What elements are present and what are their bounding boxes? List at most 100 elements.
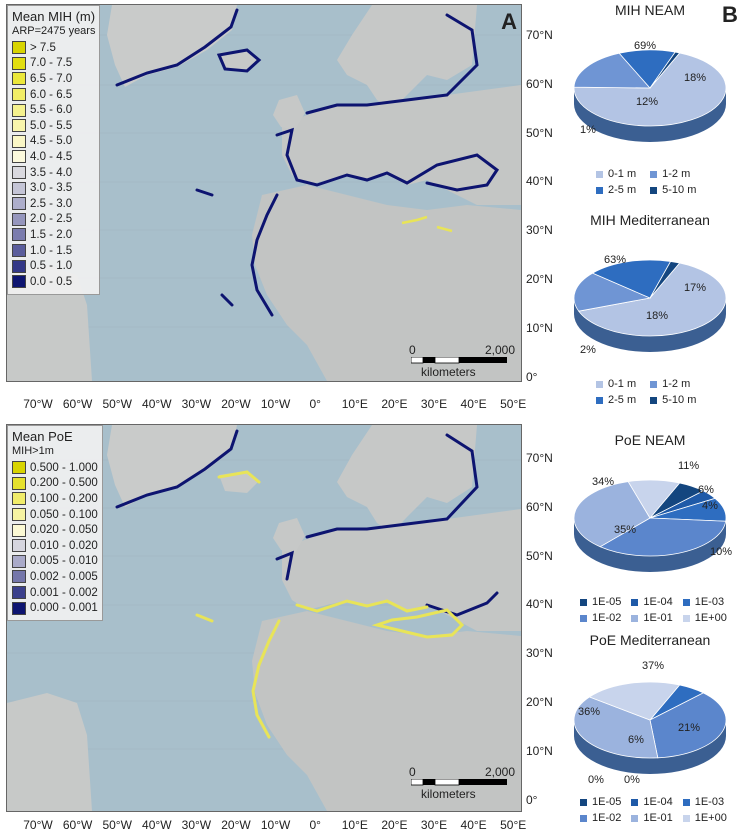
pie-legend-label: 2-5 m bbox=[608, 394, 637, 406]
scale-unit-bottom: kilometers bbox=[421, 787, 476, 801]
legend-label: 7.0 - 7.5 bbox=[30, 57, 73, 70]
scale-unit: kilometers bbox=[421, 365, 476, 379]
legend-label: 6.0 - 6.5 bbox=[30, 88, 73, 101]
pie-data-label: 11% bbox=[678, 460, 700, 472]
pie-legend-item: 1E+00 bbox=[682, 812, 727, 824]
pie-data-label: 37% bbox=[642, 660, 665, 672]
legend-label: 0.0 - 0.5 bbox=[30, 275, 73, 288]
legend-swatch bbox=[12, 570, 26, 584]
latitude-label: 60°N bbox=[526, 499, 553, 514]
legend-item: 0.002 - 0.005 bbox=[12, 569, 98, 585]
legend-label: 1.5 - 2.0 bbox=[30, 228, 73, 241]
pie-chart bbox=[573, 49, 727, 142]
pie-legend-item: 1E-05 bbox=[580, 596, 621, 608]
longitude-label: 30°E bbox=[420, 818, 448, 832]
pie-legend-item: 0-1 m bbox=[596, 168, 636, 180]
legend-swatch bbox=[12, 259, 26, 273]
pie-legend-swatch bbox=[580, 614, 587, 622]
pie-legend-item: 2-5 m bbox=[596, 184, 636, 196]
pie-legend: 0-1 m 1-2 m 2-5 m 5-10 m bbox=[596, 168, 696, 196]
latitude-label: 70°N bbox=[526, 28, 553, 42]
legend-swatch bbox=[12, 492, 26, 506]
pie-legend-label: 1E-01 bbox=[643, 612, 673, 624]
pie-data-label: 17% bbox=[684, 282, 707, 294]
pie-data-label: 69% bbox=[634, 40, 657, 52]
legend-item: 3.0 - 3.5 bbox=[12, 180, 95, 196]
pie-data-label: 18% bbox=[646, 310, 669, 322]
legend-item: 0.0 - 0.5 bbox=[12, 274, 95, 290]
legend-item: 5.5 - 6.0 bbox=[12, 102, 95, 118]
legend-label: 2.5 - 3.0 bbox=[30, 197, 73, 210]
legend-item: 4.5 - 5.0 bbox=[12, 134, 95, 150]
legend-label: 0.002 - 0.005 bbox=[30, 570, 98, 583]
pie-slice bbox=[591, 259, 672, 299]
legend-item: 0.200 - 0.500 bbox=[12, 476, 98, 492]
legend-swatch bbox=[12, 228, 26, 242]
longitude-label: 50°W bbox=[102, 397, 132, 411]
latitude-label: 50°N bbox=[526, 548, 553, 563]
longitude-label: 20°W bbox=[221, 818, 251, 832]
legend-swatch bbox=[12, 134, 26, 148]
legend-item: 2.5 - 3.0 bbox=[12, 196, 95, 212]
legend-label: 6.5 - 7.0 bbox=[30, 72, 73, 85]
pie-legend-item: 1E-04 bbox=[631, 796, 673, 808]
latitude-label: 0° bbox=[526, 369, 538, 384]
longitude-label: 70°W bbox=[23, 818, 53, 832]
latitude-label: 20°N bbox=[526, 695, 553, 709]
legend-item: 6.0 - 6.5 bbox=[12, 87, 95, 103]
pie-legend-swatch bbox=[596, 396, 603, 404]
pie-slice bbox=[627, 479, 681, 519]
longitude-label: 40°E bbox=[460, 397, 487, 411]
longitude-label: 40°W bbox=[142, 818, 172, 832]
pie-title: PoE NEAM bbox=[614, 432, 686, 448]
longitude-label: 50°E bbox=[500, 818, 527, 832]
pie-legend: 1E-05 1E-04 1E-03 1E-02 1E-01 1E+00 bbox=[580, 596, 727, 624]
legend-item: 5.0 - 5.5 bbox=[12, 118, 95, 134]
poe-legend: Mean PoE MIH>1m 0.500 - 1.000 0.200 - 0.5… bbox=[7, 425, 103, 621]
legend-label: 3.5 - 4.0 bbox=[30, 166, 73, 179]
legend-label: 0.010 - 0.020 bbox=[30, 539, 98, 552]
pie-legend-swatch bbox=[682, 598, 690, 606]
legend-swatch bbox=[12, 88, 26, 102]
legend-label: 5.0 - 5.5 bbox=[30, 119, 73, 132]
pie-slice bbox=[588, 681, 681, 721]
latitude-label: 40°N bbox=[526, 174, 553, 189]
legend-label: 0.020 - 0.050 bbox=[30, 524, 98, 537]
legend-item: 4.0 - 4.5 bbox=[12, 149, 95, 165]
legend-label: 5.5 - 6.0 bbox=[30, 104, 73, 117]
pie-slice bbox=[649, 260, 681, 299]
pie-legend-swatch bbox=[580, 798, 587, 806]
longitude-label: 0° bbox=[309, 397, 321, 411]
pie-legend-swatch bbox=[650, 396, 658, 404]
pie-data-label: 21% bbox=[678, 722, 701, 734]
pie-slice bbox=[649, 692, 727, 759]
scale-bar bbox=[411, 357, 507, 364]
pie-legend-label: 1E-02 bbox=[592, 812, 622, 824]
legend-item: 0.001 - 0.002 bbox=[12, 585, 98, 601]
pie-data-label: 1% bbox=[580, 124, 596, 136]
latitude-label: 30°N bbox=[526, 646, 553, 661]
pie-data-label: 12% bbox=[636, 96, 659, 108]
pie-legend-swatch bbox=[682, 614, 690, 622]
longitude-label: 0° bbox=[309, 818, 321, 832]
pie-side bbox=[574, 518, 726, 572]
pie-legend-label: 1-2 m bbox=[662, 378, 691, 390]
longitude-label: 10°W bbox=[260, 818, 291, 832]
longitude-label: 30°E bbox=[420, 397, 448, 411]
pie-legend-swatch bbox=[596, 170, 603, 178]
pie-legend-label: 2-5 m bbox=[608, 184, 637, 196]
poe-legend-title: Mean PoE bbox=[12, 429, 73, 444]
pie-legend-label: 1E+00 bbox=[694, 612, 727, 624]
legend-swatch bbox=[12, 244, 26, 258]
legend-item: 0.500 - 1.000 bbox=[12, 460, 98, 476]
latitude-label: 50°N bbox=[526, 125, 553, 140]
pie-legend-item: 1-2 m bbox=[650, 168, 696, 180]
legend-swatch bbox=[12, 166, 26, 180]
legend-label: 0.050 - 0.100 bbox=[30, 508, 98, 521]
pie-legend-item: 1E-02 bbox=[580, 812, 621, 824]
pie-data-label: 36% bbox=[578, 706, 601, 718]
pie-data-label: 6% bbox=[628, 734, 644, 746]
pie-slice bbox=[573, 52, 651, 89]
longitude-label: 50°W bbox=[102, 818, 132, 832]
longitude-label: 50°E bbox=[500, 397, 527, 411]
